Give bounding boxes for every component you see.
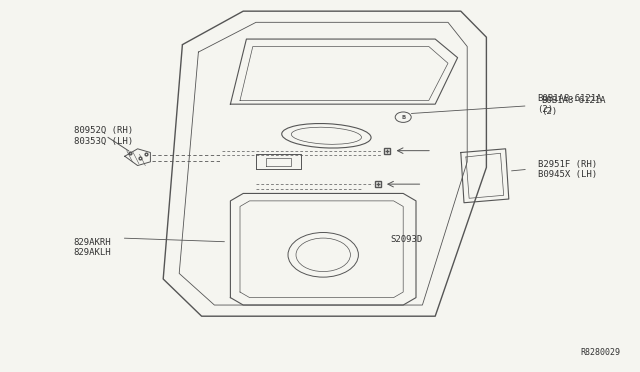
Text: B2951F (RH)
B0945X (LH): B2951F (RH) B0945X (LH) <box>538 160 596 179</box>
Text: R8280029: R8280029 <box>581 348 621 357</box>
Text: 80952Q (RH)
80353Q (LH): 80952Q (RH) 80353Q (LH) <box>74 126 132 145</box>
Text: B0B1A8-6121A
(2): B0B1A8-6121A (2) <box>541 96 605 116</box>
Text: B0B1A8-6121A
(2): B0B1A8-6121A (2) <box>538 94 602 114</box>
Text: 829AKRH
829AKLH: 829AKRH 829AKLH <box>74 238 111 257</box>
Text: B: B <box>401 115 405 120</box>
Text: S2093D: S2093D <box>390 235 422 244</box>
